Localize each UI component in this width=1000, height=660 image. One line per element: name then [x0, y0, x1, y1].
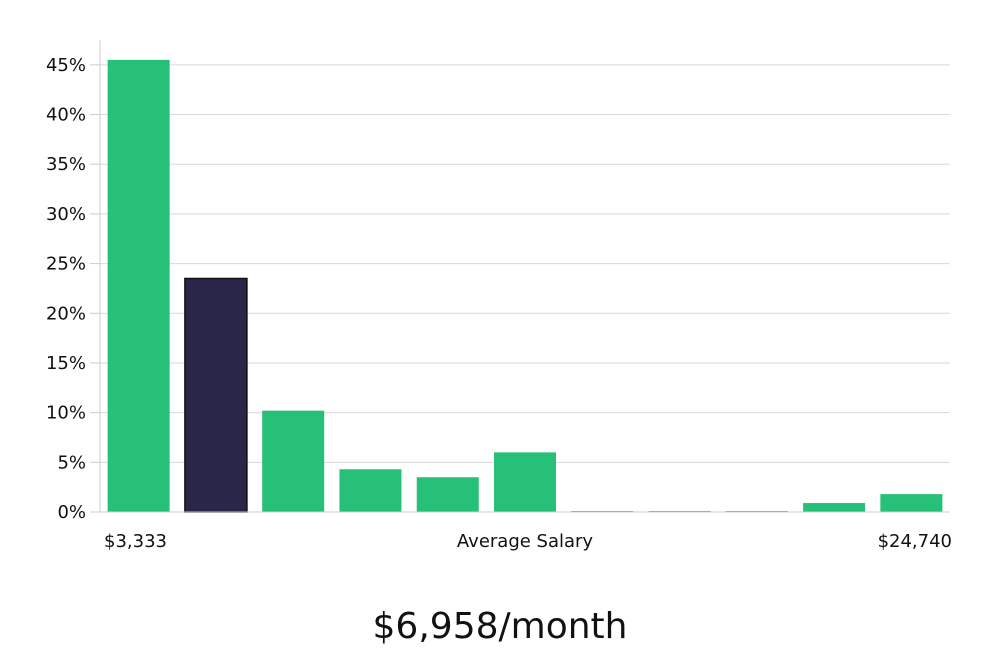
bar	[494, 452, 556, 512]
bar	[262, 410, 325, 512]
y-tick-label: 10%	[46, 403, 86, 424]
salary-histogram: 0% 5% 10% 15% 20% 25% 30% 35% 40% 45% $3,333 Aver…	[46, 40, 952, 552]
y-tick-label: 15%	[46, 353, 86, 374]
bar	[880, 494, 943, 512]
y-tick-label: 25%	[46, 254, 86, 275]
x-end-label: $24,740	[878, 531, 952, 552]
y-tick-label: 30%	[46, 204, 86, 225]
bar	[107, 59, 170, 512]
bars	[107, 59, 943, 513]
x-axis-title: Average Salary	[457, 531, 594, 552]
y-tick-label: 35%	[46, 154, 86, 175]
bar	[416, 477, 479, 512]
bar	[803, 503, 866, 512]
bar	[339, 469, 402, 512]
y-tick-label: 5%	[57, 452, 86, 473]
bar-highlighted	[184, 277, 248, 513]
average-salary-summary: $6,958/month	[372, 606, 628, 647]
y-axis-ticks: 0% 5% 10% 15% 20% 25% 30% 35% 40% 45%	[46, 55, 100, 523]
y-tick-label: 45%	[46, 55, 86, 76]
x-start-label: $3,333	[104, 531, 167, 552]
y-tick-label: 40%	[46, 105, 86, 126]
y-tick-label: 0%	[57, 502, 86, 523]
y-tick-label: 20%	[46, 303, 86, 324]
